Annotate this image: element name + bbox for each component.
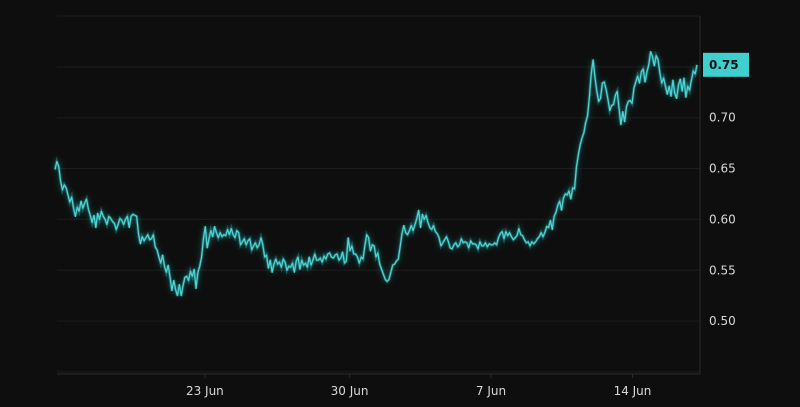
series-line xyxy=(54,50,698,297)
last-value-badge: 0.75 xyxy=(703,52,749,77)
last-value-badge-bg xyxy=(703,52,749,77)
x-tick-label: 14 Jun xyxy=(614,384,652,398)
y-tick-label: 0.50 xyxy=(709,314,736,328)
y-axis-ticks: 0.50 0.55 0.60 0.65 0.70 0.75 xyxy=(709,60,736,328)
x-tick-label: 23 Jun xyxy=(186,384,224,398)
y-tick-label: 0.70 xyxy=(709,111,736,125)
x-axis-ticks: 23 Jun 30 Jun 7 Jun 14 Jun xyxy=(186,384,651,398)
axes xyxy=(57,16,701,378)
x-tick-label: 30 Jun xyxy=(331,384,369,398)
x-tick-label: 7 Jun xyxy=(476,384,506,398)
y-tick-label: 0.60 xyxy=(709,212,736,226)
y-tick-label: 0.55 xyxy=(709,263,736,277)
series-layer xyxy=(53,50,699,297)
series-glow xyxy=(53,50,699,297)
gridlines xyxy=(57,15,700,373)
last-value-label: 0.75 xyxy=(709,58,739,72)
y-tick-label: 0.65 xyxy=(709,162,736,176)
